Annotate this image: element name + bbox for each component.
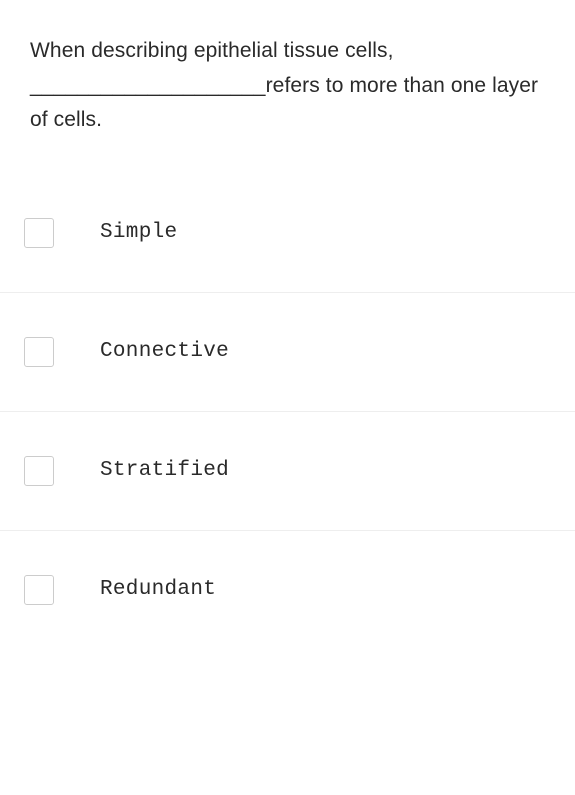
option-checkbox-redundant[interactable] bbox=[24, 575, 54, 605]
option-row[interactable]: Simple bbox=[0, 198, 575, 293]
option-label: Stratified bbox=[100, 459, 229, 482]
option-label: Connective bbox=[100, 340, 229, 363]
question-text: When describing epithelial tissue cells,… bbox=[30, 34, 545, 138]
question-container: When describing epithelial tissue cells,… bbox=[0, 0, 575, 138]
option-checkbox-stratified[interactable] bbox=[24, 456, 54, 486]
option-label: Simple bbox=[100, 221, 177, 244]
option-row[interactable]: Stratified bbox=[0, 412, 575, 531]
option-row[interactable]: Connective bbox=[0, 293, 575, 412]
option-checkbox-simple[interactable] bbox=[24, 218, 54, 248]
option-checkbox-connective[interactable] bbox=[24, 337, 54, 367]
option-row[interactable]: Redundant bbox=[0, 531, 575, 649]
options-list: Simple Connective Stratified Redundant bbox=[0, 198, 575, 649]
option-label: Redundant bbox=[100, 578, 216, 601]
